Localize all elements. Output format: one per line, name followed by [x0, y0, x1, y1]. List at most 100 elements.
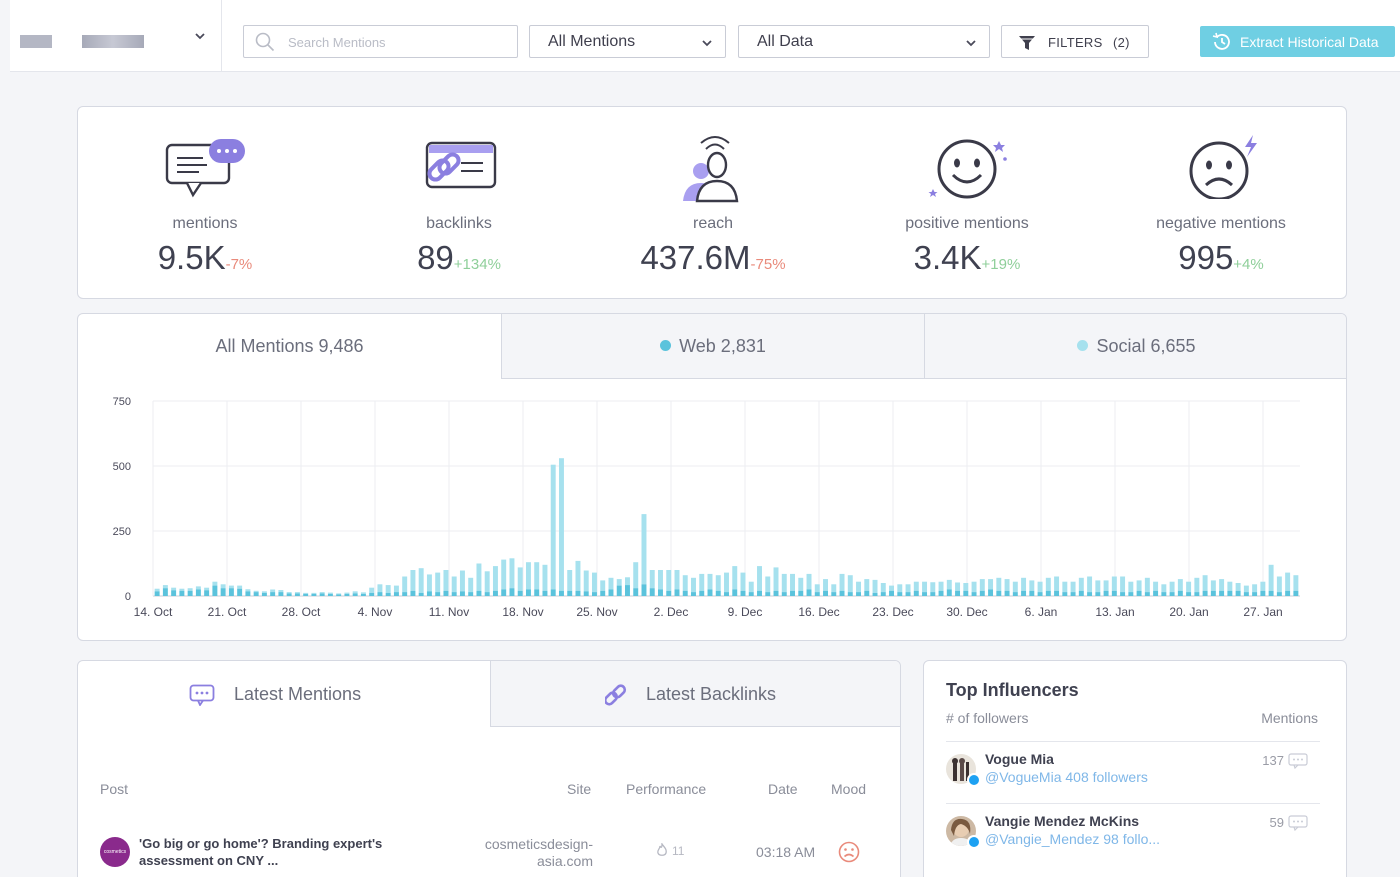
bar-social [360, 592, 366, 594]
tab-label: All Mentions 9,486 [215, 336, 364, 356]
bar-web [1293, 590, 1299, 596]
tab-latest-mentions[interactable]: Latest Mentions [78, 661, 490, 727]
mentions-filter-value: All Mentions [548, 33, 636, 50]
tab-latest-backlinks[interactable]: Latest Backlinks [490, 661, 900, 727]
stat-value: 9.5K [157, 239, 226, 276]
stat-change: +134% [453, 256, 501, 273]
bar-web [451, 592, 457, 596]
stat-label: mentions [172, 215, 238, 232]
bar-social [971, 581, 977, 593]
bar-web [790, 590, 795, 596]
bar-web [402, 592, 408, 596]
bar-social [740, 572, 746, 591]
sad-face-icon [838, 841, 860, 863]
bar-social [1136, 580, 1142, 591]
bar-web [666, 590, 672, 596]
bar-web [897, 592, 903, 596]
bar-social [625, 577, 630, 586]
bar-web [1260, 590, 1266, 596]
column-post[interactable]: Post [100, 781, 129, 797]
bar-web [228, 588, 234, 596]
column-followers: # of followers [946, 710, 1029, 726]
bar-social [1153, 581, 1159, 591]
tab-web[interactable]: Web 2,831 [501, 314, 924, 379]
influencer-name[interactable]: Vangie Mendez McKins [985, 813, 1140, 829]
bar-social [525, 562, 531, 590]
stat-label: backlinks [426, 215, 492, 232]
bar-social [1128, 581, 1134, 593]
bar-social [509, 558, 515, 589]
filters-count: (2) [1113, 35, 1130, 50]
project-selector[interactable] [10, 0, 222, 72]
influencer-handle[interactable]: @VogueMia 408 followers [985, 769, 1148, 785]
tab-social[interactable]: Social 6,655 [924, 314, 1346, 379]
search-icon [255, 32, 275, 52]
extract-historical-data-button[interactable]: Extract Historical Data [1200, 26, 1395, 57]
reach-people-icon [683, 136, 739, 203]
bar-social [311, 592, 317, 594]
stat-negative-mentions[interactable]: negative mentions 995+4% [1094, 107, 1348, 300]
bar-social [1045, 577, 1051, 591]
chevron-down-icon [702, 40, 712, 47]
bar-web [625, 585, 630, 596]
bar-social [963, 583, 969, 591]
tab-label: Web 2,831 [679, 336, 766, 356]
bar-web [658, 589, 663, 596]
influencer-item[interactable]: Vangie Mendez McKins @Vangie_Mendez 98 f… [946, 803, 1320, 865]
bar-social [426, 574, 432, 592]
tab-all-mentions[interactable]: All Mentions 9,486 [78, 314, 501, 379]
bar-web [649, 588, 655, 596]
column-performance[interactable]: Performance [626, 781, 707, 797]
bar-web [798, 590, 804, 596]
stat-value: 437.6M [640, 239, 751, 276]
stat-backlinks[interactable]: backlinks 89+134% [332, 107, 586, 300]
chevron-down-icon [195, 33, 205, 40]
influencer-name[interactable]: Vogue Mia [985, 751, 1054, 767]
column-date[interactable]: Date [768, 781, 798, 797]
stat-mentions[interactable]: mentions 9.5K-7% [78, 107, 332, 300]
stat-value-line: 9.5K-7% [78, 239, 332, 277]
avatar-image [952, 758, 969, 781]
latest-card: Latest Mentions Latest Backlinks Post Si… [77, 660, 901, 877]
bar-social [946, 579, 952, 590]
stat-change: -7% [225, 256, 253, 273]
bar-social [492, 566, 498, 591]
mentions-chart-card: All Mentions 9,486 Web 2,831 Social 6,65… [77, 313, 1347, 641]
history-icon [1212, 32, 1230, 50]
column-site[interactable]: Site [567, 781, 592, 797]
bar-social [930, 582, 936, 593]
bar-web [1169, 592, 1175, 596]
chat-bubbles-icon [165, 139, 245, 198]
bar-social [1243, 585, 1249, 593]
filters-button[interactable]: FILTERS (2) [1001, 25, 1149, 58]
bar-web [575, 590, 581, 596]
bar-web [344, 593, 350, 596]
mention-title[interactable]: 'Go big or go home'? Branding expert's a… [139, 836, 383, 868]
bar-social [1070, 581, 1076, 593]
bar-social [1062, 581, 1068, 593]
bar-web [1235, 590, 1241, 596]
stat-value: 995 [1178, 239, 1234, 276]
bar-web [748, 592, 754, 596]
chat-icon[interactable] [1288, 753, 1308, 769]
bar-web [946, 589, 952, 596]
y-tick-label: 0 [125, 591, 131, 603]
bar-web [369, 592, 375, 596]
stat-reach[interactable]: reach 437.6M-75% [586, 107, 840, 300]
influencer-item[interactable]: Vogue Mia @VogueMia 408 followers 137 [946, 741, 1320, 803]
bar-web [1243, 592, 1249, 596]
chat-icon[interactable] [1288, 815, 1308, 831]
search-input[interactable] [288, 32, 508, 52]
search-box[interactable] [243, 25, 518, 58]
mention-site[interactable]: cosmeticsdesign-asia.com [484, 836, 593, 869]
bar-social [748, 581, 754, 593]
bar-web [740, 590, 746, 596]
bar-social [220, 584, 226, 589]
bar-web [1070, 592, 1076, 596]
influencer-handle[interactable]: @Vangie_Mendez 98 follo... [985, 831, 1161, 847]
data-filter-dropdown[interactable]: All Data [738, 25, 990, 58]
stat-positive-mentions[interactable]: positive mentions 3.4K+19% [840, 107, 1094, 300]
bar-web [591, 592, 597, 596]
column-mood[interactable]: Mood [831, 781, 867, 797]
mentions-filter-dropdown[interactable]: All Mentions [529, 25, 726, 58]
